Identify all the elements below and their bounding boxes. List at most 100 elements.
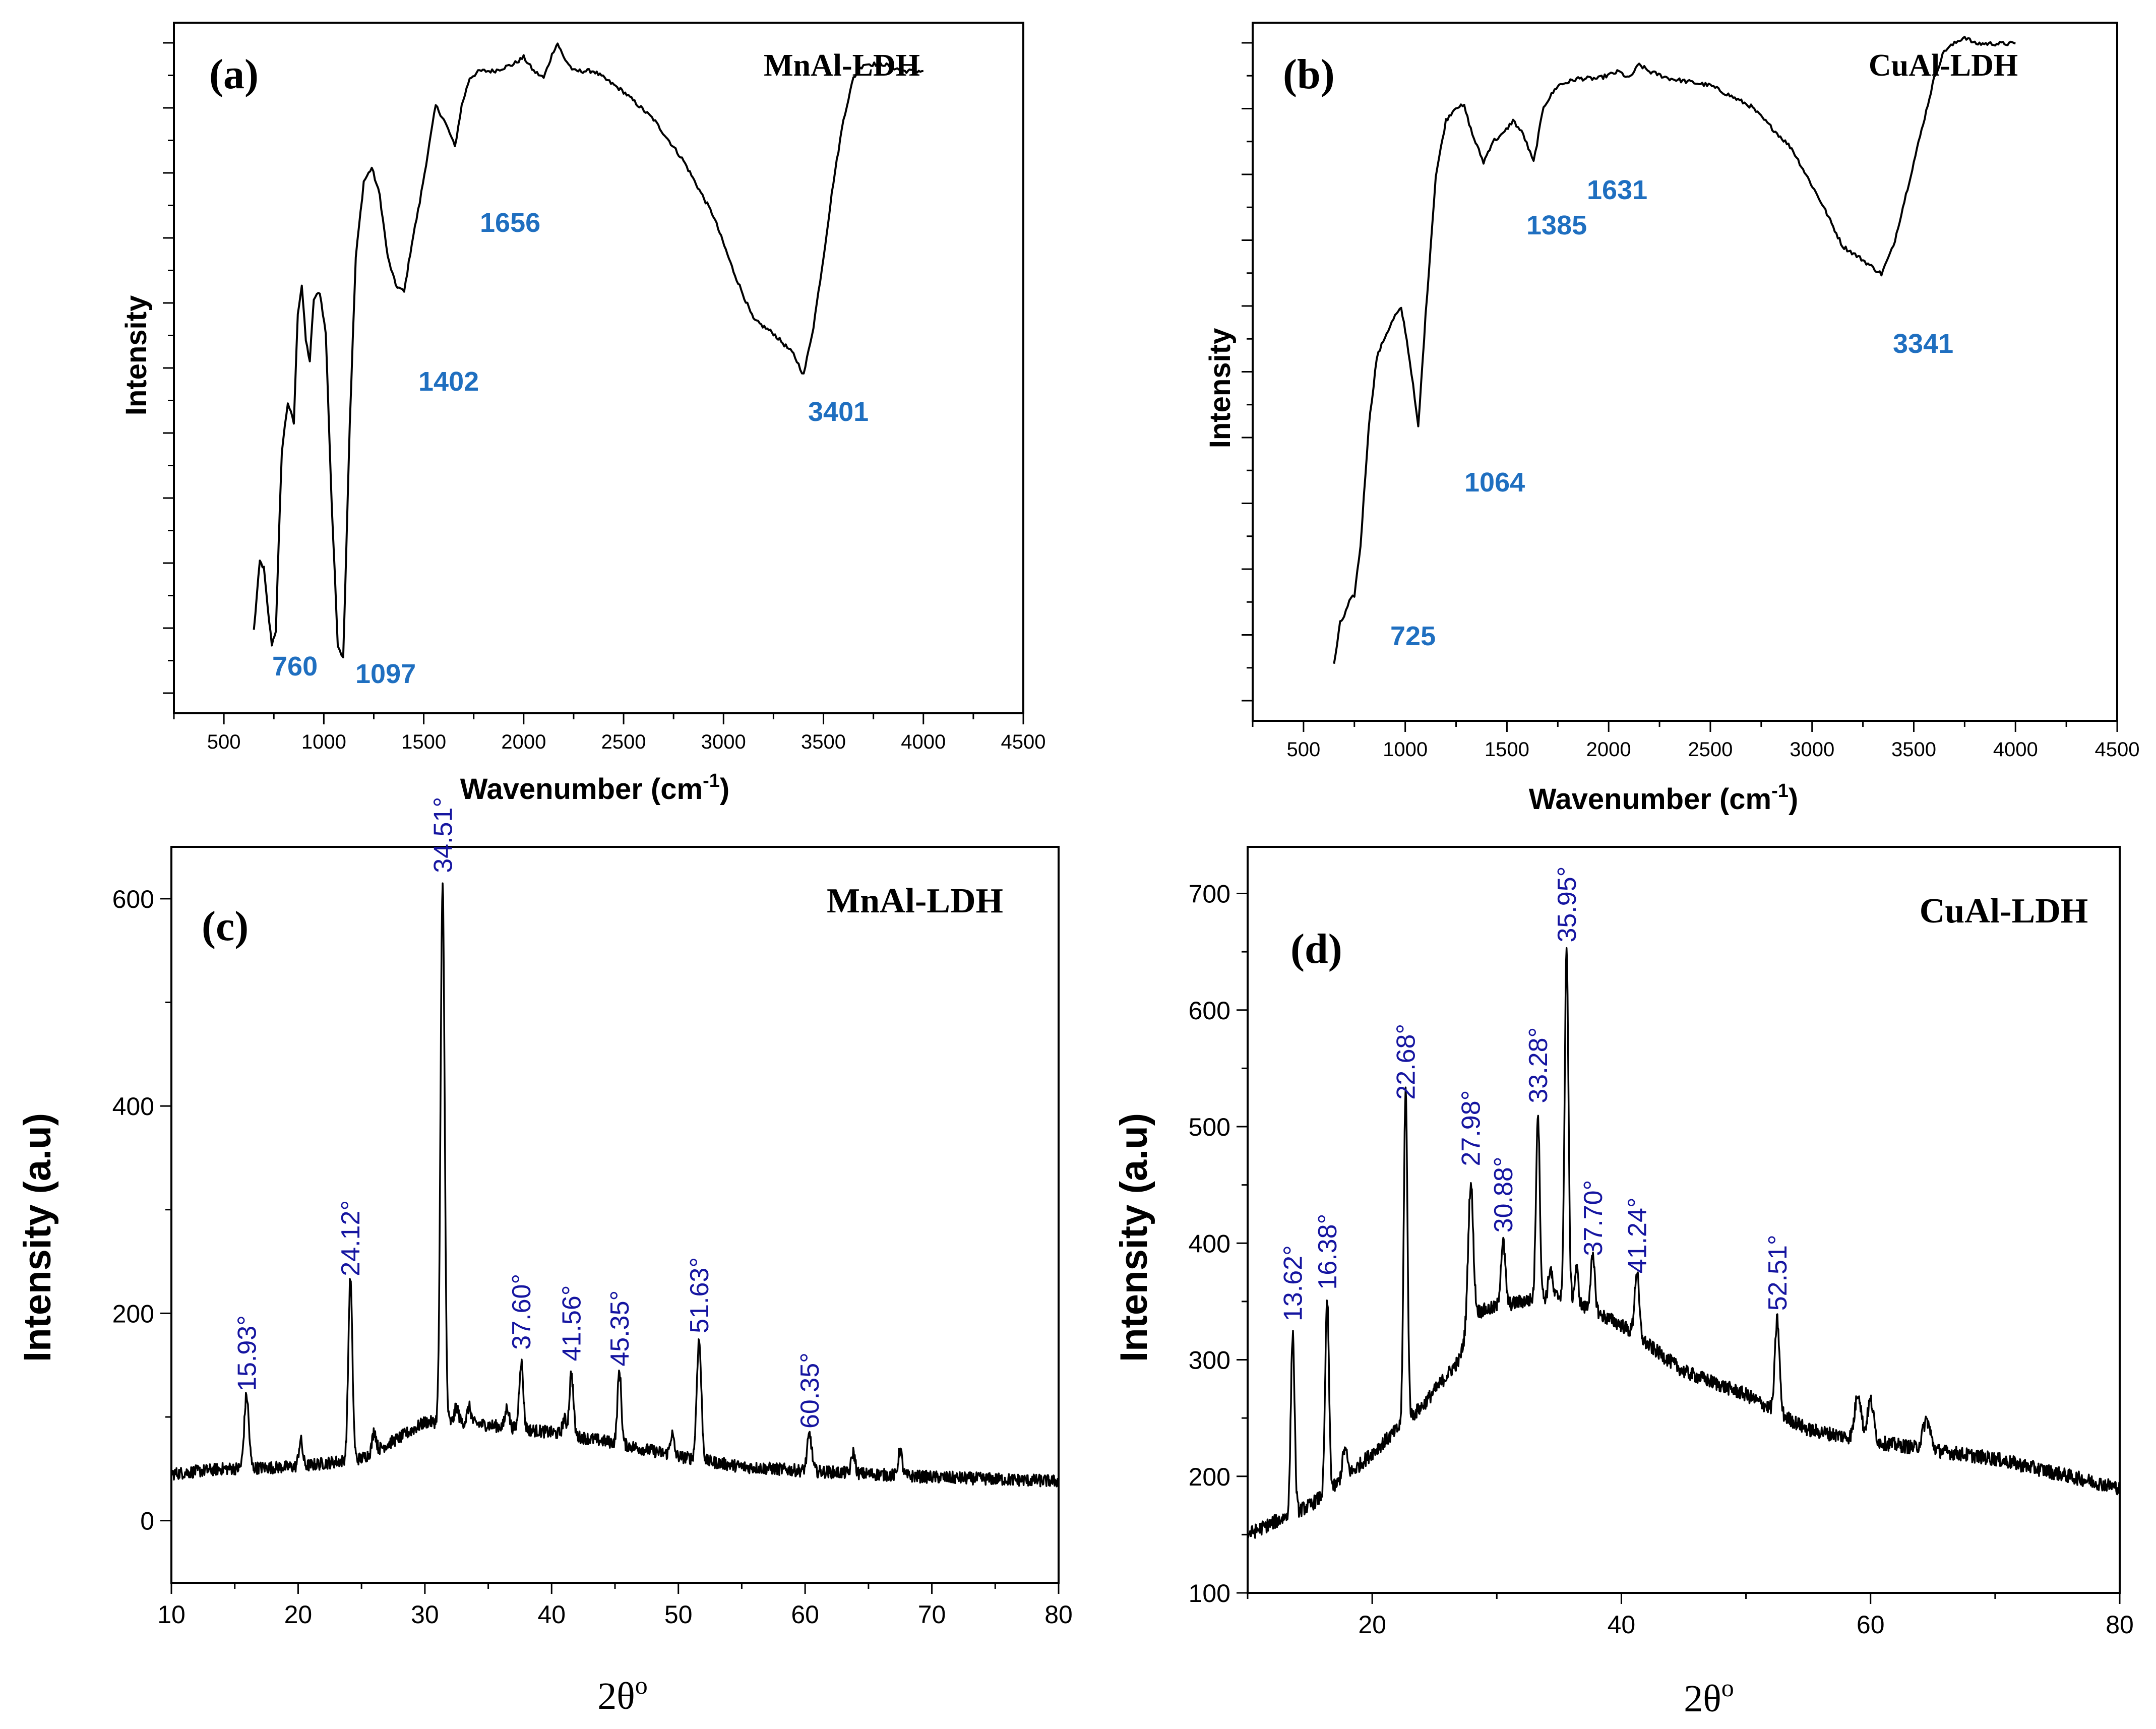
peak-annotation-d-6: 35.95° [1553, 867, 1582, 943]
peak-annotation-a-0: 760 [272, 651, 318, 682]
series-line-d [1247, 947, 2120, 1539]
series-line-a [253, 42, 923, 658]
x-axis-label-b-text: Wavenumber (cm [1529, 783, 1771, 816]
x-tick-label-b-3: 2000 [1586, 738, 1631, 761]
y-tick-label-c-0: 0 [140, 1507, 154, 1535]
panel-a-ftir-mnal: 500 1000 1500 2000 2500 3000 3500 4000 4500 760 10… [120, 22, 1046, 806]
chart-title-a: MnAl-LDH [764, 48, 920, 83]
x-tick-label-d-1: 40 [1608, 1611, 1636, 1639]
peak-annotation-b-1: 1064 [1464, 467, 1525, 498]
x-tick-label-b-0: 500 [1287, 738, 1321, 761]
x-axis-label-c-sup: o [635, 1671, 648, 1699]
peak-annotation-d-8: 41.24° [1623, 1197, 1652, 1273]
panel-label-d: (d) [1290, 925, 1342, 972]
x-tick-label-b-2: 1500 [1485, 738, 1529, 761]
x-tick-label-a-5: 3000 [701, 731, 746, 753]
x-axis-label-b-close: ) [1789, 783, 1798, 816]
peak-annotation-b-3: 1631 [1587, 175, 1647, 205]
peak-annotation-c-7: 60.35° [795, 1352, 825, 1429]
y-tick-label-c-3: 600 [112, 885, 154, 913]
x-axis-label-c-text: 2θ [597, 1675, 635, 1717]
chart-title-b: CuAl-LDH [1869, 48, 2018, 83]
x-tick-label-c-2: 30 [411, 1600, 439, 1629]
peak-annotation-c-3: 37.60° [507, 1274, 536, 1350]
x-axis-label-c: 2θo [597, 1671, 647, 1717]
x-tick-label-b-5: 3000 [1790, 738, 1834, 761]
peak-annotation-a-2: 1402 [418, 366, 479, 397]
plot-area-b: 500 1000 1500 2000 2500 3000 3500 4000 4500 725 10… [1242, 22, 2140, 761]
y-axis-label-a: Intensity [120, 295, 153, 416]
x-tick-label-c-3: 40 [537, 1600, 566, 1629]
peak-annotation-c-6: 51.63° [685, 1257, 714, 1333]
peak-annotation-d-0: 13.62° [1279, 1245, 1308, 1321]
plot-area-a: 500 1000 1500 2000 2500 3000 3500 4000 4500 760 10… [163, 22, 1046, 753]
panel-label-a: (a) [209, 51, 259, 98]
plot-area-c: 10 20 30 40 50 60 70 80 0 200 400 600 15.93° 24.12° 34… [112, 797, 1073, 1629]
chart-title-d: CuAl-LDH [1920, 892, 2088, 931]
x-tick-label-c-6: 70 [918, 1600, 946, 1629]
x-tick-label-c-1: 20 [284, 1600, 313, 1629]
peak-annotation-a-4: 3401 [808, 397, 869, 427]
x-tick-label-d-3: 80 [2106, 1611, 2134, 1639]
y-axis-label-d: Intensity (a.u) [1113, 1113, 1155, 1362]
plot-frame-d [1247, 846, 2121, 1594]
y-tick-label-d-1: 200 [1189, 1463, 1230, 1491]
peak-annotation-d-4: 30.88° [1489, 1156, 1518, 1232]
x-tick-label-a-0: 500 [207, 731, 241, 753]
peak-annotation-a-1: 1097 [355, 659, 416, 689]
x-axis-label-d-sup: o [1721, 1674, 1734, 1702]
x-tick-label-a-6: 3500 [801, 731, 846, 753]
x-tick-label-b-8: 4500 [2095, 738, 2140, 761]
x-tick-label-a-7: 4000 [901, 731, 946, 753]
peak-annotation-c-1: 24.12° [336, 1200, 365, 1276]
x-tick-label-d-2: 60 [1857, 1611, 1885, 1639]
y-tick-label-d-4: 500 [1189, 1113, 1230, 1141]
x-tick-label-c-4: 50 [664, 1600, 693, 1629]
peak-annotation-a-3: 1656 [480, 208, 540, 238]
x-tick-label-b-1: 1000 [1383, 738, 1428, 761]
y-tick-label-d-5: 600 [1189, 997, 1230, 1025]
peak-annotation-c-0: 15.93° [232, 1315, 262, 1391]
peak-annotation-d-5: 33.28° [1524, 1027, 1553, 1103]
peak-annotation-b-0: 725 [1390, 621, 1436, 651]
peak-annotation-b-2: 1385 [1526, 210, 1587, 240]
x-tick-label-a-8: 4500 [1001, 731, 1046, 753]
x-tick-label-b-7: 4000 [1993, 738, 2038, 761]
y-tick-label-d-3: 400 [1189, 1229, 1230, 1258]
x-tick-label-b-6: 3500 [1891, 738, 1936, 761]
peak-annotation-b-4: 3341 [1893, 329, 1953, 359]
peak-annotation-d-9: 52.51° [1763, 1234, 1793, 1311]
peak-annotation-d-1: 16.38° [1313, 1214, 1342, 1290]
y-tick-label-d-2: 300 [1189, 1346, 1230, 1375]
y-axis-label-c: Intensity (a.u) [16, 1113, 59, 1362]
x-axis-label-b-sup: -1 [1771, 780, 1789, 801]
series-line-c [170, 882, 1059, 1488]
x-axis-label-d: 2θo [1684, 1674, 1734, 1720]
y-tick-label-d-6: 700 [1189, 880, 1230, 908]
x-axis-label-d-text: 2θ [1684, 1678, 1721, 1720]
x-axis-label-a: Wavenumber (cm-1) [460, 770, 729, 806]
x-tick-label-c-0: 10 [157, 1600, 186, 1629]
peak-annotation-c-4: 41.56° [558, 1285, 587, 1361]
panel-c-xrd-mnal: 10 20 30 40 50 60 70 80 0 200 400 600 15.93° 24.12° 34… [16, 797, 1073, 1717]
x-tick-label-c-5: 60 [791, 1600, 819, 1629]
x-tick-label-b-4: 2500 [1688, 738, 1733, 761]
x-axis-label-a-close: ) [720, 773, 729, 806]
peak-annotation-d-2: 22.68° [1392, 1024, 1421, 1100]
x-tick-label-a-1: 1000 [301, 731, 346, 753]
y-tick-label-d-0: 100 [1189, 1579, 1230, 1608]
x-tick-label-a-4: 2500 [601, 731, 646, 753]
y-tick-label-c-2: 400 [112, 1092, 154, 1121]
x-axis-label-a-sup: -1 [703, 770, 720, 791]
x-tick-label-c-7: 80 [1044, 1600, 1073, 1629]
chart-title-c: MnAl-LDH [827, 882, 1003, 920]
x-axis-label-b: Wavenumber (cm-1) [1529, 780, 1798, 816]
panel-label-c: (c) [202, 903, 249, 950]
x-tick-label-a-3: 2000 [501, 731, 546, 753]
peak-annotation-c-2: 34.51° [428, 797, 458, 873]
peak-annotation-c-5: 45.35° [605, 1290, 635, 1367]
x-tick-label-a-2: 1500 [401, 731, 446, 753]
y-tick-label-c-1: 200 [112, 1300, 154, 1328]
y-axis-label-b: Intensity [1204, 328, 1237, 449]
